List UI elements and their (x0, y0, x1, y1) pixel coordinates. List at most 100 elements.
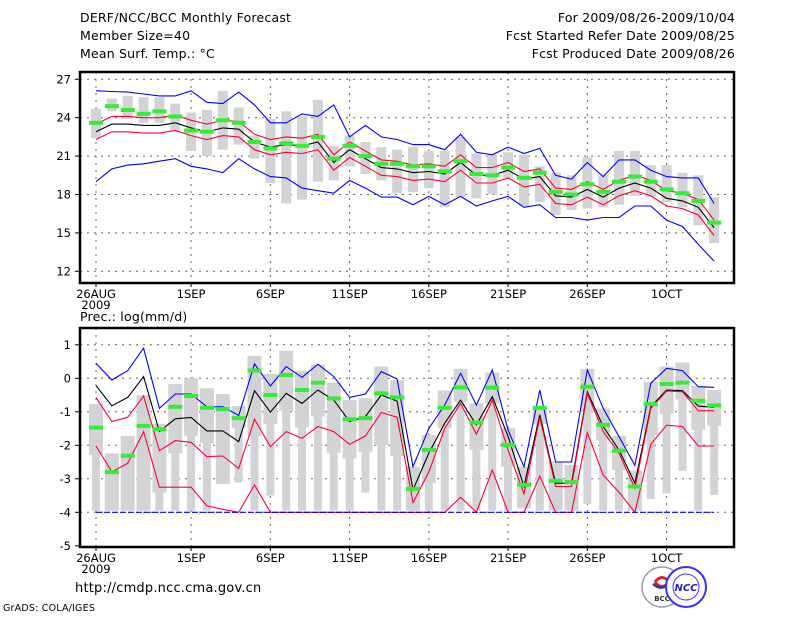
plot-frame (78, 326, 736, 549)
x-tick-label: 26SEP (569, 551, 605, 565)
y-tick-label: 21 (56, 149, 71, 163)
observed-marker (263, 393, 278, 398)
range-bar (374, 366, 389, 445)
observed-marker (89, 120, 103, 125)
range-whisker (615, 435, 624, 511)
observed-marker (104, 104, 119, 109)
observed-marker (215, 407, 230, 412)
observed-marker (215, 118, 230, 123)
range-bar (263, 373, 278, 425)
observed-marker (469, 420, 484, 425)
x-tick-label: 1SEP (177, 551, 206, 565)
observed-marker (358, 416, 373, 421)
range-whisker (92, 404, 100, 511)
observed-marker (548, 189, 563, 194)
observed-marker (279, 372, 294, 377)
y-tick-label: -2 (60, 438, 71, 452)
range-whisker (298, 370, 307, 511)
range-whisker (187, 378, 196, 511)
range-whisker (313, 364, 322, 511)
observed-marker (421, 164, 436, 169)
observed-marker (247, 140, 262, 145)
observed-marker (231, 120, 246, 125)
series-ensemble-mean (95, 122, 715, 229)
y-tick-label: 27 (56, 72, 71, 86)
y-tick-label: 18 (56, 188, 71, 202)
range-bar (295, 370, 310, 428)
observed-marker (168, 114, 183, 119)
range-bar (281, 111, 292, 204)
y-tick-label: 0 (64, 371, 71, 385)
observed-marker (89, 425, 103, 430)
observed-marker (548, 478, 563, 483)
observed-marker (437, 405, 452, 410)
member-size: Member Size=40 (80, 28, 191, 43)
observed-marker (184, 394, 199, 399)
observed-marker (231, 416, 246, 421)
observed-marker (485, 385, 500, 390)
range-whisker (472, 403, 481, 511)
observed-marker (199, 129, 214, 134)
observed-marker (310, 380, 325, 385)
range-bar (104, 453, 119, 511)
series-spread-upper (95, 390, 715, 505)
range-whisker (662, 366, 671, 494)
range-bar (707, 390, 722, 426)
observed-marker (612, 448, 627, 453)
x-tick-year-label: 2009 (81, 562, 110, 576)
range-whisker (504, 428, 513, 511)
x-tick-label: 21SEP (490, 287, 526, 301)
x-tick-label: 1SEP (177, 287, 206, 301)
observed-marker (374, 391, 389, 396)
observed-marker (136, 111, 151, 116)
range-bar (629, 150, 640, 196)
forecast-period: For 2009/08/26-2009/10/04 (557, 10, 735, 25)
range-whisker (234, 406, 243, 483)
observed-marker (279, 141, 294, 146)
x-tick-label: 26AUG (76, 551, 116, 565)
y-tick-label: 1 (64, 338, 71, 352)
observed-marker (152, 109, 167, 114)
observed-marker (120, 108, 135, 113)
observed-marker (295, 388, 310, 393)
observed-marker (406, 164, 420, 169)
observed-marker (342, 417, 357, 422)
range-whisker (488, 372, 497, 511)
observed-marker (310, 134, 325, 139)
observed-marker (501, 165, 516, 170)
range-bar (297, 116, 308, 200)
observed-marker (152, 427, 167, 432)
observed-marker (295, 143, 310, 148)
observed-marker (612, 179, 627, 184)
observed-marker (326, 396, 341, 401)
source-url[interactable]: http://cmdp.ncc.cma.gov.cn (75, 581, 262, 596)
forecast-start-date: Fcst Started Refer Date 2009/08/25 (505, 28, 735, 43)
observed-marker (532, 170, 547, 175)
range-bar (199, 388, 214, 444)
range-bar (312, 99, 323, 182)
x-tick-label: 11SEP (332, 287, 368, 301)
observed-marker (659, 187, 674, 192)
observed-marker (247, 368, 262, 373)
x-tick-label: 21SEP (490, 551, 526, 565)
observed-marker (691, 198, 706, 203)
range-bar (184, 378, 199, 436)
observed-marker (564, 480, 579, 485)
observed-marker (627, 484, 642, 489)
observed-marker (263, 146, 278, 151)
observed-marker (707, 403, 722, 408)
x-tick-label: 1OCT (651, 287, 683, 301)
range-bar (518, 154, 529, 207)
range-bar (661, 165, 672, 203)
range-bar (247, 355, 262, 436)
observed-marker (437, 169, 452, 174)
range-bar (691, 386, 706, 430)
range-bar (233, 107, 244, 145)
range-bar (614, 150, 625, 205)
range-bar (89, 404, 103, 456)
series-ensemble-mean (95, 375, 715, 492)
range-bar (677, 172, 688, 208)
range-bar (138, 97, 149, 123)
